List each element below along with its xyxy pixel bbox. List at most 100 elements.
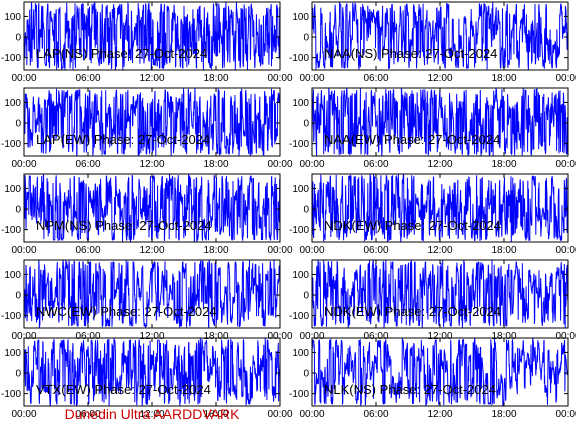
panel-6: -100 0 100 00:00 06:00 12:00 18:00 00:00 NDK(EW)… [289, 173, 576, 256]
y-tick-label: -100 [289, 311, 309, 322]
x-tick-label: 00:00 [11, 73, 36, 84]
panel-title: NPM(NS) Phase: 27-Oct-2024 [36, 218, 212, 233]
x-tick-label: 00:00 [267, 73, 292, 84]
x-tick-label: 00:00 [555, 331, 576, 342]
y-tick-label: -100 [289, 53, 309, 64]
x-tick-label: 00:00 [555, 409, 576, 420]
y-tick-label: 0 [15, 291, 21, 302]
x-tick-label: 12:00 [139, 245, 164, 256]
x-tick-label: 12:00 [139, 409, 164, 420]
x-tick-label: 12:00 [139, 73, 164, 84]
panel-4: -100 0 100 00:00 06:00 12:00 18:00 00:00 NAA(EW)… [289, 87, 576, 170]
y-tick-label: -100 [1, 139, 21, 150]
x-tick-label: 06:00 [75, 331, 100, 342]
y-tick-label: -100 [1, 53, 21, 64]
x-tick-label: 18:00 [203, 409, 228, 420]
panel-title: NAA(EW) Phase: 27-Oct-2024 [324, 132, 500, 147]
x-tick-label: 00:00 [267, 245, 292, 256]
x-tick-label: 06:00 [363, 73, 388, 84]
footer-label: Dunedin Ultra AARDDVARK [65, 406, 240, 422]
x-tick-label: 18:00 [491, 73, 516, 84]
x-tick-label: 06:00 [75, 245, 100, 256]
x-tick-label: 00:00 [299, 73, 324, 84]
panel-title: NLK(NS) Phase: 27-Oct-2024 [324, 382, 496, 397]
x-tick-label: 18:00 [203, 73, 228, 84]
x-tick-label: 00:00 [267, 159, 292, 170]
y-tick-label: 0 [303, 205, 309, 216]
x-tick-label: 12:00 [427, 73, 452, 84]
x-tick-label: 06:00 [363, 409, 388, 420]
x-tick-label: 18:00 [491, 245, 516, 256]
y-tick-label: -100 [1, 389, 21, 400]
x-tick-label: 00:00 [299, 331, 324, 342]
y-tick-label: 0 [303, 119, 309, 130]
x-tick-label: 06:00 [75, 409, 100, 420]
panel-title: LAP(NS) Phase: 27-Oct-2024 [36, 46, 207, 61]
y-tick-label: -100 [1, 225, 21, 236]
x-tick-label: 18:00 [491, 159, 516, 170]
x-tick-label: 00:00 [299, 245, 324, 256]
x-tick-label: 12:00 [427, 409, 452, 420]
x-tick-label: 06:00 [363, 245, 388, 256]
y-tick-label: 0 [303, 33, 309, 44]
panel-title: NAA(NS) Phase: 27-Oct-2024 [324, 46, 497, 61]
x-tick-label: 00:00 [11, 409, 36, 420]
y-tick-label: 100 [4, 348, 21, 359]
x-tick-label: 12:00 [139, 159, 164, 170]
x-tick-label: 06:00 [75, 159, 100, 170]
phase-trace [24, 88, 280, 156]
phase-trace [24, 338, 280, 406]
phase-trace [312, 260, 568, 328]
x-tick-label: 18:00 [203, 159, 228, 170]
panel-title: NDK(EW) Phase: 27-Oct-2024 [324, 304, 501, 319]
x-tick-label: 06:00 [363, 159, 388, 170]
y-tick-label: 0 [15, 119, 21, 130]
y-tick-label: 100 [4, 98, 21, 109]
x-tick-label: 00:00 [267, 409, 292, 420]
x-tick-label: 18:00 [491, 409, 516, 420]
x-tick-label: 00:00 [555, 73, 576, 84]
x-tick-label: 00:00 [11, 159, 36, 170]
panel-2: -100 0 100 00:00 06:00 12:00 18:00 00:00 NAA(NS)… [289, 1, 576, 84]
x-tick-label: 00:00 [555, 245, 576, 256]
x-tick-label: 12:00 [427, 331, 452, 342]
x-tick-label: 06:00 [363, 331, 388, 342]
panel-3: -100 0 100 00:00 06:00 12:00 18:00 00:00 LAP(EW)… [1, 87, 293, 170]
x-tick-label: 06:00 [75, 73, 100, 84]
phase-trace [312, 338, 568, 406]
y-tick-label: -100 [289, 225, 309, 236]
panel-8: -100 0 100 00:00 06:00 12:00 18:00 00:00 NDK(EW)… [289, 259, 576, 342]
x-tick-label: 00:00 [555, 159, 576, 170]
y-tick-label: -100 [289, 389, 309, 400]
panel-title: NWC(EW) Phase: 27-Oct-2024 [36, 304, 217, 319]
x-tick-label: 18:00 [203, 331, 228, 342]
x-tick-label: 12:00 [427, 159, 452, 170]
panel-5: -100 0 100 00:00 06:00 12:00 18:00 00:00 NPM(NS)… [1, 173, 293, 256]
y-tick-label: -100 [1, 311, 21, 322]
y-tick-label: 100 [4, 184, 21, 195]
x-tick-label: 12:00 [427, 245, 452, 256]
x-tick-label: 18:00 [491, 331, 516, 342]
y-tick-label: 0 [15, 369, 21, 380]
x-tick-label: 12:00 [139, 331, 164, 342]
x-tick-label: 00:00 [299, 409, 324, 420]
x-tick-label: 18:00 [203, 245, 228, 256]
phase-trace [312, 88, 568, 156]
y-tick-label: 100 [292, 184, 309, 195]
phase-trace [24, 260, 280, 328]
y-tick-label: 100 [292, 270, 309, 281]
panel-title: LAP(EW) Phase: 27-Oct-2024 [36, 132, 210, 147]
x-tick-label: 00:00 [267, 331, 292, 342]
x-tick-label: 00:00 [11, 245, 36, 256]
phase-trace [24, 2, 280, 70]
panel-10: -100 0 100 00:00 06:00 12:00 18:00 00:00 NLK(NS)… [289, 337, 576, 420]
y-tick-label: 0 [15, 205, 21, 216]
y-tick-label: -100 [289, 139, 309, 150]
x-tick-label: 00:00 [299, 159, 324, 170]
y-tick-label: 0 [303, 291, 309, 302]
y-tick-label: 100 [292, 98, 309, 109]
y-tick-label: 100 [292, 348, 309, 359]
phase-trace [312, 174, 568, 242]
x-tick-label: 00:00 [11, 331, 36, 342]
